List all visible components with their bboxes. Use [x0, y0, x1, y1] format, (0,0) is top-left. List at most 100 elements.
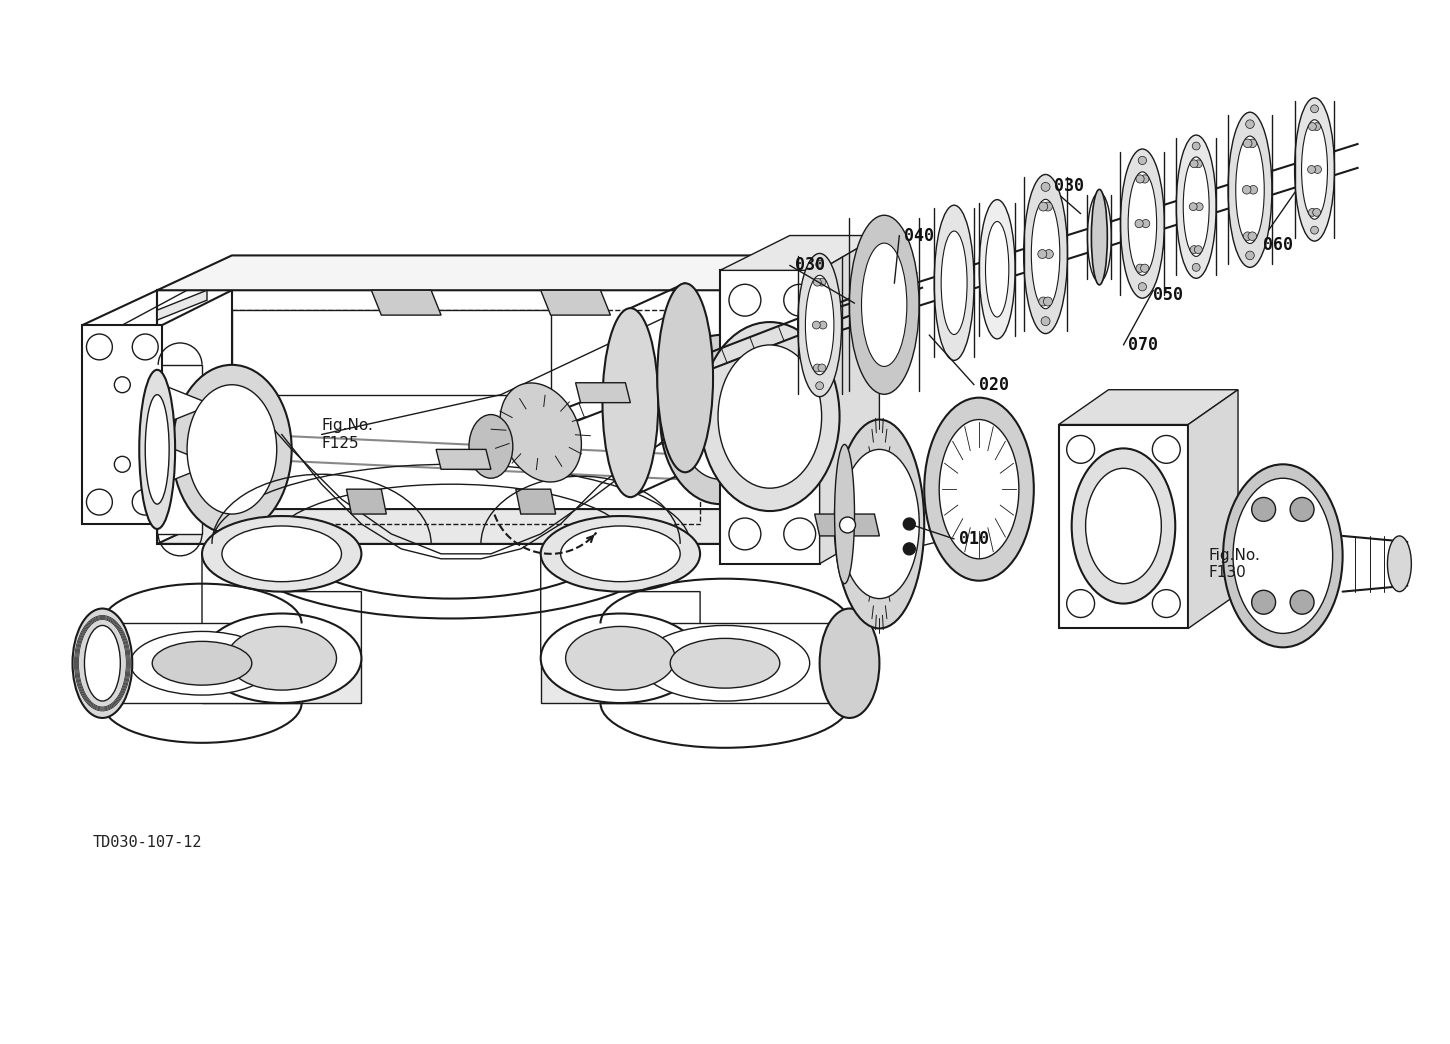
- Circle shape: [816, 260, 824, 268]
- Ellipse shape: [1086, 469, 1161, 584]
- Polygon shape: [576, 383, 631, 403]
- Ellipse shape: [468, 414, 513, 478]
- Circle shape: [1038, 298, 1048, 306]
- Text: TD030-107-12: TD030-107-12: [93, 835, 202, 850]
- Ellipse shape: [187, 385, 277, 514]
- Ellipse shape: [1092, 189, 1108, 285]
- Text: 050: 050: [1153, 286, 1183, 304]
- Polygon shape: [162, 445, 212, 484]
- Ellipse shape: [1176, 135, 1217, 279]
- Circle shape: [1189, 203, 1198, 211]
- Ellipse shape: [805, 276, 834, 375]
- Circle shape: [819, 322, 826, 329]
- Polygon shape: [157, 364, 202, 533]
- Ellipse shape: [1224, 465, 1343, 647]
- Text: 040: 040: [905, 227, 934, 244]
- Text: 070: 070: [1128, 336, 1159, 354]
- Polygon shape: [202, 659, 361, 703]
- Ellipse shape: [1235, 136, 1264, 243]
- Ellipse shape: [934, 206, 974, 360]
- Polygon shape: [721, 256, 790, 544]
- Circle shape: [1251, 590, 1276, 614]
- Circle shape: [1308, 166, 1315, 173]
- Ellipse shape: [798, 254, 841, 397]
- Circle shape: [132, 334, 158, 360]
- Circle shape: [1243, 186, 1251, 194]
- Polygon shape: [157, 256, 790, 290]
- Circle shape: [1141, 174, 1148, 183]
- Ellipse shape: [226, 626, 336, 690]
- Polygon shape: [157, 509, 790, 544]
- Circle shape: [132, 490, 158, 515]
- Ellipse shape: [1232, 478, 1333, 634]
- Polygon shape: [541, 659, 700, 703]
- Ellipse shape: [660, 335, 780, 504]
- Ellipse shape: [173, 364, 291, 533]
- Circle shape: [1251, 497, 1276, 521]
- Circle shape: [87, 490, 112, 515]
- Ellipse shape: [1302, 120, 1328, 219]
- Circle shape: [1044, 298, 1053, 306]
- Circle shape: [1135, 219, 1143, 228]
- Circle shape: [818, 278, 826, 286]
- Text: Fig.No.
F130: Fig.No. F130: [1208, 547, 1260, 580]
- Ellipse shape: [1024, 174, 1067, 334]
- Ellipse shape: [1072, 448, 1176, 603]
- Polygon shape: [157, 290, 721, 544]
- Ellipse shape: [1031, 199, 1060, 309]
- Text: 060: 060: [1263, 237, 1293, 255]
- Circle shape: [1041, 183, 1050, 191]
- Ellipse shape: [850, 215, 919, 395]
- Circle shape: [1044, 250, 1053, 259]
- Polygon shape: [162, 385, 212, 425]
- Ellipse shape: [202, 516, 361, 592]
- Polygon shape: [83, 325, 162, 524]
- Ellipse shape: [840, 449, 919, 598]
- Circle shape: [1246, 252, 1254, 260]
- Ellipse shape: [1092, 203, 1108, 271]
- Ellipse shape: [1183, 157, 1209, 257]
- Circle shape: [1290, 590, 1314, 614]
- Circle shape: [1290, 497, 1314, 521]
- Polygon shape: [103, 623, 302, 703]
- Circle shape: [1192, 263, 1201, 271]
- Ellipse shape: [986, 221, 1009, 317]
- Circle shape: [1138, 283, 1147, 291]
- Circle shape: [1135, 264, 1144, 272]
- Ellipse shape: [670, 638, 780, 688]
- Ellipse shape: [1228, 112, 1272, 267]
- Circle shape: [1067, 435, 1095, 464]
- Ellipse shape: [1088, 192, 1111, 282]
- Polygon shape: [157, 290, 207, 321]
- Circle shape: [1243, 232, 1251, 240]
- Circle shape: [1248, 186, 1257, 194]
- Ellipse shape: [145, 395, 170, 504]
- Circle shape: [1312, 122, 1321, 130]
- Ellipse shape: [1388, 536, 1411, 592]
- Ellipse shape: [152, 641, 252, 685]
- Circle shape: [1038, 203, 1048, 211]
- Polygon shape: [202, 553, 361, 659]
- Text: 030: 030: [1054, 176, 1083, 195]
- Ellipse shape: [940, 420, 1019, 559]
- Ellipse shape: [835, 445, 854, 584]
- Circle shape: [1038, 250, 1047, 259]
- Circle shape: [1141, 264, 1148, 272]
- Ellipse shape: [924, 398, 1034, 580]
- Circle shape: [784, 518, 816, 550]
- Circle shape: [1248, 232, 1257, 240]
- Circle shape: [1153, 435, 1180, 464]
- Ellipse shape: [541, 614, 700, 703]
- Polygon shape: [815, 514, 879, 536]
- Circle shape: [1312, 209, 1321, 216]
- Circle shape: [729, 284, 761, 316]
- Circle shape: [816, 382, 824, 389]
- Circle shape: [1195, 203, 1204, 211]
- Circle shape: [1135, 174, 1144, 183]
- Circle shape: [1138, 157, 1147, 165]
- Circle shape: [1248, 139, 1257, 147]
- Polygon shape: [819, 236, 879, 564]
- Circle shape: [1153, 590, 1180, 617]
- Circle shape: [813, 364, 821, 372]
- Circle shape: [903, 543, 915, 554]
